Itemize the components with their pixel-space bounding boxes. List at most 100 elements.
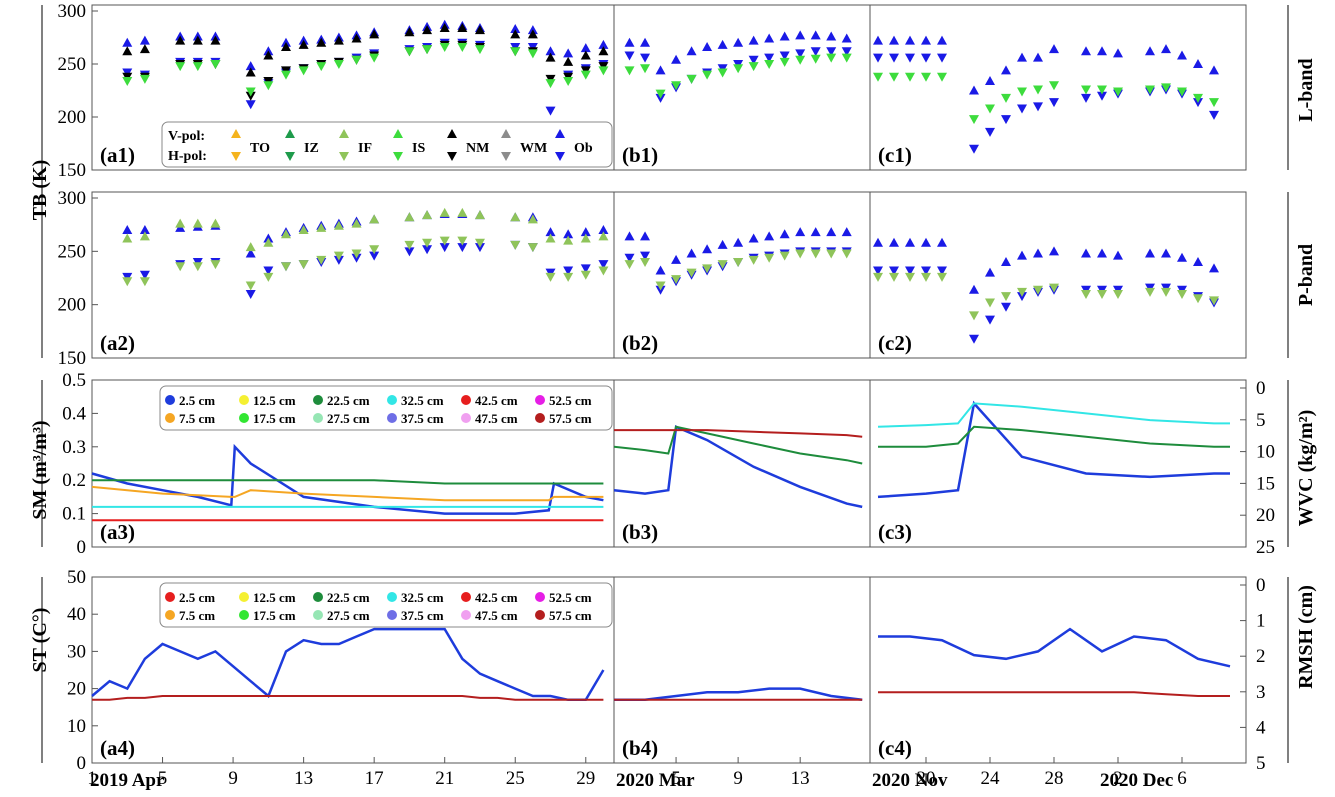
tb-hpol-marker: [969, 144, 979, 154]
tb-vpol-marker: [873, 35, 883, 45]
tb-vpol-marker: [545, 46, 556, 56]
tb-hpol-marker: [717, 260, 728, 270]
tb-hpol-marker: [985, 127, 995, 137]
tb-vpol-marker: [841, 227, 852, 237]
panel-label: (c2): [878, 331, 912, 355]
tb-hpol-marker: [905, 272, 915, 282]
tb-hpol-marker: [210, 260, 221, 270]
tb-hpol-marker: [686, 74, 697, 84]
tb-hpol-marker: [1049, 283, 1059, 293]
tb-vpol-marker: [779, 31, 790, 41]
tb-hpol-marker: [263, 272, 274, 282]
tb-vpol-marker: [422, 210, 433, 220]
tb-vpol-marker: [702, 42, 713, 52]
line-7-5-cm: [91, 485, 604, 502]
tb-vpol-marker: [447, 129, 457, 138]
tb-hpol-marker: [501, 152, 511, 161]
tb-hpol-marker: [686, 268, 697, 278]
rmsh-tick: 4: [1256, 717, 1266, 738]
st-legend-label: 12.5 cm: [253, 590, 296, 605]
sm-legend-label: 17.5 cm: [253, 411, 296, 426]
tb-vpol-marker: [985, 75, 995, 85]
tb-vpol-marker: [210, 218, 221, 228]
st-legend-swatch: [461, 592, 471, 602]
panel-label: (c4): [878, 736, 912, 760]
x-tick-b: 9: [733, 768, 743, 789]
sm-legend-swatch: [313, 413, 323, 423]
tb-vpol-marker: [501, 129, 511, 138]
tb-vpol-marker: [640, 231, 651, 241]
sm-legend-swatch: [461, 395, 471, 405]
tb-hpol-marker: [555, 152, 565, 161]
tb-vpol-marker: [717, 39, 728, 49]
tb-vpol-marker: [1161, 44, 1171, 54]
st-legend-swatch: [535, 610, 545, 620]
tb-hpol-marker: [1049, 98, 1059, 108]
sm-legend-label: 42.5 cm: [475, 393, 518, 408]
tb-hpol-marker: [1081, 85, 1091, 95]
rmsh-tick: 1: [1256, 611, 1266, 632]
tb-vpol-marker: [598, 225, 609, 234]
tb-vpol-marker: [527, 214, 538, 224]
tb-vpol-marker: [686, 248, 697, 258]
tb-vpol-marker: [1001, 257, 1011, 266]
panel-frame-c1: [869, 4, 1247, 171]
tb-legend-name: Ob: [574, 141, 593, 156]
tb-hpol-marker: [439, 243, 450, 253]
tb-hpol-marker: [316, 62, 327, 72]
tb-vpol-marker: [351, 33, 362, 43]
tb-vpol-marker: [404, 27, 415, 37]
tb-hpol-marker: [810, 249, 821, 259]
sm-legend-swatch: [239, 395, 249, 405]
panel-label: (b1): [622, 143, 658, 167]
tb-vpol-marker: [316, 37, 327, 47]
panel-label: (b2): [622, 331, 658, 355]
tb-hpol-marker: [474, 45, 485, 55]
st-legend-swatch: [387, 610, 397, 620]
tb-vpol-marker: [563, 235, 574, 245]
st-tick: 40: [67, 604, 86, 625]
tb-hpol-marker: [748, 55, 759, 65]
tb-hpol-marker: [580, 264, 591, 274]
sm-legend-swatch: [535, 395, 545, 405]
tb-hpol-marker: [905, 72, 915, 82]
tb-vpol-marker: [474, 210, 485, 220]
tb-vpol-marker: [598, 231, 609, 241]
tb-hpol-marker: [826, 53, 837, 63]
tb-vpol-marker: [210, 35, 221, 45]
tb-hpol-marker: [457, 236, 468, 246]
tb-hpol-marker: [545, 106, 556, 116]
wvc-tick: 10: [1256, 442, 1275, 463]
tb-hpol-marker: [671, 81, 682, 91]
sm-legend-swatch: [387, 395, 397, 405]
tb-vpol-marker: [764, 231, 775, 241]
tb-hpol-marker: [937, 72, 947, 82]
panel-label: (a1): [100, 143, 135, 167]
tb-vpol-marker: [826, 31, 837, 41]
tb-hpol-marker: [1113, 290, 1123, 299]
tb-vpol-marker: [1017, 250, 1027, 260]
tb-p-tick: 300: [58, 188, 87, 209]
wvc-tick: 20: [1256, 505, 1275, 526]
tb-l-tick: 300: [58, 1, 87, 22]
tb-vpol-marker: [192, 218, 203, 228]
x-tick-c: 6: [1177, 768, 1187, 789]
tb-hpol-marker: [245, 290, 256, 299]
x-tick-a: 1: [87, 768, 97, 789]
line-2-5-cm: [877, 400, 1230, 499]
tb-hpol-marker: [351, 249, 362, 259]
tb-vpol-marker: [298, 225, 309, 234]
x-tick-c: 2: [1113, 768, 1123, 789]
tb-legend-name: IS: [412, 141, 425, 156]
tb-hpol-marker: [969, 311, 979, 321]
sm-legend-swatch: [165, 413, 175, 423]
tb-hpol-marker: [393, 152, 403, 161]
tb-hpol-marker: [921, 266, 931, 276]
tb-hpol-marker: [969, 115, 979, 125]
tb-vpol-marker: [1209, 65, 1219, 75]
data-marks: [91, 19, 1231, 702]
line-22-5-cm: [613, 425, 863, 465]
tb-vpol-marker: [393, 129, 403, 138]
tb-vpol-marker: [369, 214, 380, 224]
tb-hpol-marker: [1033, 102, 1043, 112]
